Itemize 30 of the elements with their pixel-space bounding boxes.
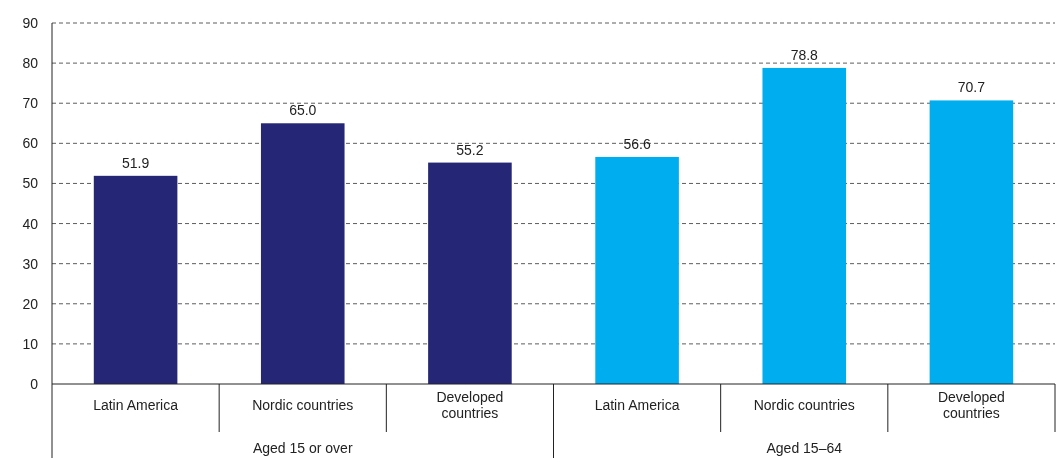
bar xyxy=(93,175,178,384)
data-label: 56.6 xyxy=(623,135,651,152)
bar xyxy=(428,162,512,384)
x-tick-label: Developed countries xyxy=(937,389,1005,421)
y-tick-label: 60 xyxy=(22,135,39,152)
text: Aged 15 or over xyxy=(252,440,353,456)
y-tick-label: 90 xyxy=(22,15,39,31)
y-tick-label: 70 xyxy=(22,95,39,112)
bar xyxy=(595,156,679,384)
x-tick-label: Nordic countries xyxy=(753,397,855,413)
y-tick-label: 40 xyxy=(22,215,39,232)
bar xyxy=(762,67,847,384)
x-tick-label: Latin America xyxy=(594,397,680,413)
y-tick-label: 0 xyxy=(30,376,39,392)
y-tick-label: 20 xyxy=(22,295,39,312)
x-tick-label: Latin America xyxy=(93,397,179,413)
data-label: 78.8 xyxy=(790,46,819,63)
data-label: 51.9 xyxy=(121,154,150,171)
y-tick-label: 50 xyxy=(22,175,39,192)
x-tick-label: Nordic countries xyxy=(252,397,354,413)
y-tick-label: 30 xyxy=(22,255,39,272)
bar xyxy=(929,100,1014,384)
data-label: 70.7 xyxy=(957,79,986,96)
data-label: 55.2 xyxy=(456,141,484,158)
y-tick-label: 10 xyxy=(22,335,39,352)
x-tick-label: Developed countries xyxy=(436,389,504,421)
data-label: 65.0 xyxy=(289,102,317,119)
y-tick-label: 80 xyxy=(22,55,39,72)
text: Aged 15–64 xyxy=(766,440,843,456)
bar xyxy=(260,123,345,384)
